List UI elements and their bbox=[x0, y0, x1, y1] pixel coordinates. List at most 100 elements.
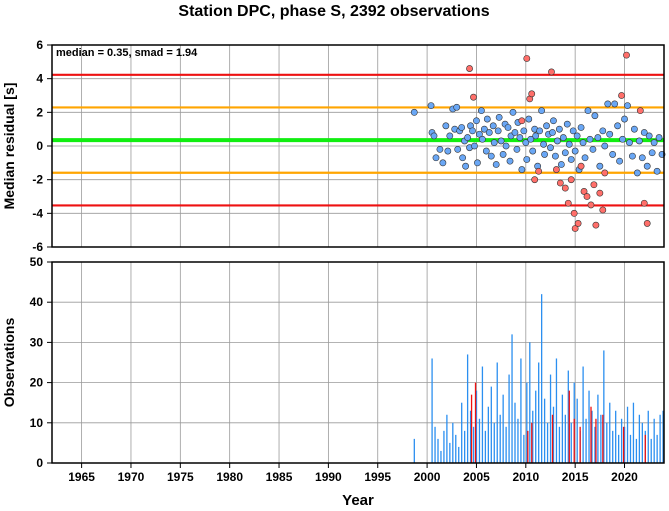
outlier-point bbox=[567, 176, 575, 184]
outlier-observation-bar bbox=[527, 430, 529, 463]
residual-point bbox=[557, 161, 565, 168]
observation-bar bbox=[629, 434, 632, 463]
observation-bar bbox=[582, 366, 584, 463]
residual-point bbox=[495, 113, 503, 121]
observation-bar bbox=[638, 414, 641, 463]
residual-point bbox=[490, 139, 498, 147]
year-xtick-label: 1965 bbox=[68, 470, 95, 484]
year-xtick-label: 1990 bbox=[315, 470, 342, 484]
residual-point bbox=[599, 127, 607, 135]
residual-point bbox=[643, 162, 651, 170]
residual-ytick-label: -4 bbox=[32, 206, 43, 220]
residual-point bbox=[444, 147, 452, 155]
outlier-observation-bar bbox=[531, 422, 533, 463]
outlier-point bbox=[583, 193, 591, 200]
residual-point bbox=[497, 137, 505, 145]
residual-point bbox=[459, 154, 467, 162]
outlier-point bbox=[466, 65, 473, 72]
observation-bar bbox=[452, 422, 454, 463]
residual-point bbox=[619, 135, 626, 143]
outlier-point bbox=[643, 220, 651, 227]
residual-point bbox=[538, 107, 545, 115]
residual-point bbox=[482, 147, 490, 155]
observation-bar bbox=[466, 354, 469, 463]
observation-bar bbox=[564, 414, 566, 463]
observations-ytick-label: 10 bbox=[30, 416, 44, 430]
observation-bar bbox=[478, 418, 481, 463]
residual-point bbox=[489, 122, 497, 130]
residual-point bbox=[581, 154, 589, 162]
outlier-point bbox=[636, 107, 644, 115]
residual-point bbox=[555, 125, 563, 133]
outlier-point bbox=[587, 201, 595, 209]
residual-point bbox=[591, 112, 599, 120]
observation-bar bbox=[650, 438, 652, 463]
observation-bar bbox=[600, 414, 602, 463]
observation-bar bbox=[520, 358, 522, 463]
residual-point bbox=[458, 124, 466, 131]
residual-point bbox=[559, 134, 567, 141]
residual-point bbox=[624, 102, 631, 109]
observations-plot-area bbox=[52, 262, 664, 463]
observation-bar bbox=[561, 394, 564, 463]
residual-point bbox=[565, 140, 573, 148]
outlier-point bbox=[548, 68, 555, 76]
outlier-point bbox=[601, 169, 609, 177]
residual-point bbox=[523, 156, 531, 163]
observation-bar bbox=[475, 390, 478, 463]
outlier-observation-bar bbox=[573, 418, 575, 463]
residual-ytick-label: 0 bbox=[36, 139, 43, 153]
year-xtick-label: 1995 bbox=[364, 470, 391, 484]
observation-bar bbox=[576, 398, 578, 463]
outlier-point bbox=[570, 209, 578, 217]
residual-point bbox=[563, 120, 571, 128]
residual-point bbox=[432, 154, 440, 162]
outlier-observation-bar bbox=[602, 414, 604, 463]
residual-point bbox=[506, 157, 514, 165]
observation-bar bbox=[635, 438, 638, 463]
residual-point bbox=[614, 122, 622, 130]
residual-point bbox=[571, 147, 579, 155]
residual-point bbox=[541, 151, 548, 158]
observation-bar bbox=[532, 410, 534, 463]
residual-point bbox=[552, 152, 559, 160]
residual-point bbox=[525, 115, 533, 123]
residual-point bbox=[529, 147, 537, 155]
observations-y-axis-label: Observations bbox=[1, 318, 17, 408]
observation-bar bbox=[570, 422, 572, 463]
observation-bar bbox=[449, 442, 451, 463]
outlier-point bbox=[531, 176, 539, 184]
outlier-observation-bar bbox=[568, 390, 570, 463]
observation-bar bbox=[546, 422, 549, 463]
outlier-point bbox=[571, 225, 579, 232]
outlier-point bbox=[470, 93, 477, 101]
residual-point bbox=[650, 139, 658, 147]
observation-bar bbox=[493, 422, 495, 463]
residual-point bbox=[436, 145, 444, 153]
year-x-axis-label: Year bbox=[342, 492, 374, 509]
observation-bar bbox=[623, 426, 626, 463]
residual-point bbox=[553, 137, 561, 145]
observation-bar bbox=[662, 410, 664, 463]
outlier-observation-bar bbox=[590, 406, 592, 463]
residual-point bbox=[594, 134, 602, 141]
outlier-point bbox=[599, 206, 607, 214]
outlier-observation-bar bbox=[579, 426, 581, 463]
year-xtick-label: 1980 bbox=[216, 470, 243, 484]
observation-bar bbox=[487, 406, 489, 463]
observation-bar bbox=[656, 434, 658, 463]
residual-point bbox=[464, 134, 471, 141]
residual-point bbox=[430, 132, 438, 140]
observation-bar bbox=[455, 434, 457, 463]
observation-bar bbox=[461, 402, 463, 463]
outlier-point bbox=[564, 199, 572, 207]
observation-bar bbox=[529, 342, 531, 463]
observations-ytick-label: 0 bbox=[36, 456, 43, 470]
outlier-observation-bar bbox=[644, 434, 646, 463]
residual-point bbox=[478, 135, 486, 143]
residual-point bbox=[586, 135, 594, 143]
residual-point bbox=[626, 139, 633, 147]
observation-bar bbox=[647, 410, 649, 463]
residual-point bbox=[561, 149, 569, 157]
